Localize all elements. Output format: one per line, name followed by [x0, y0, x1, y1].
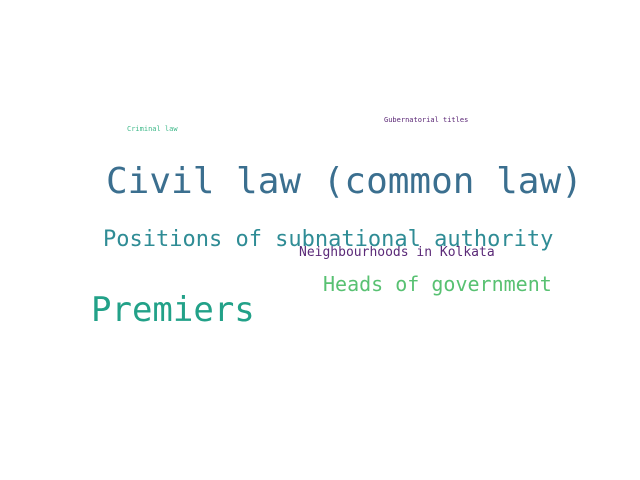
word-neighbourhoods-in-kolkata: Neighbourhoods in Kolkata — [299, 245, 495, 260]
word-civil-law: Civil law (common law) — [106, 161, 583, 202]
word-gubernatorial-titles: Gubernatorial titles — [384, 116, 469, 124]
word-premiers: Premiers — [91, 290, 255, 330]
word-positions-of-subnational-authority: Positions of subnational authority — [103, 227, 554, 252]
word-criminal-law: Criminal law — [127, 125, 178, 133]
word-heads-of-government: Heads of government — [323, 272, 552, 296]
